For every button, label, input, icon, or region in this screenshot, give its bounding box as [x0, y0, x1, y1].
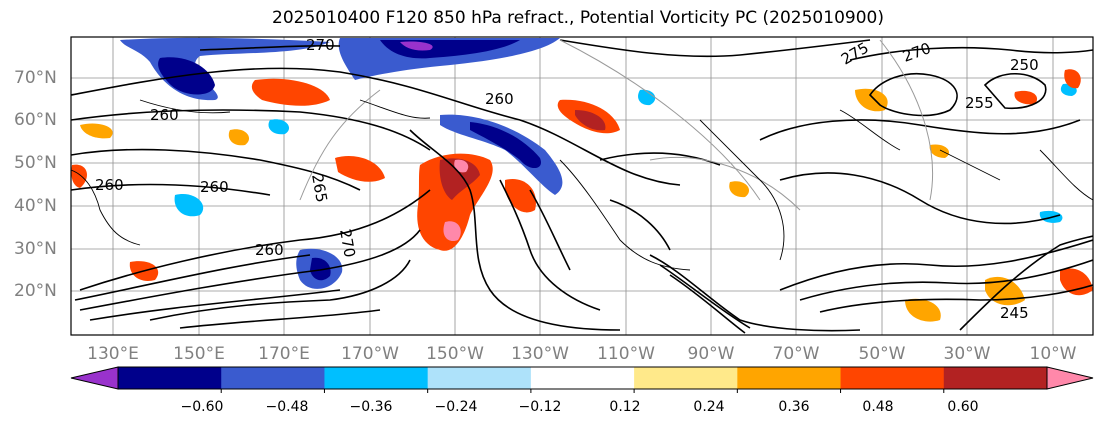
projection-arcs [299, 39, 933, 211]
lon-label: 170°E [258, 344, 310, 364]
lon-label: 150°E [173, 344, 225, 364]
negative-anomaly-areas [120, 37, 1077, 289]
colorbar-tick-label: 0.48 [862, 399, 894, 415]
lon-label: 70°W [772, 344, 820, 364]
lon-label: 150°W [426, 344, 484, 364]
colorbar-tick-label: −0.60 [180, 399, 224, 415]
contour-label: 250 [1010, 56, 1039, 74]
colorbar-box [118, 367, 222, 389]
lat-label: 70°N [14, 68, 57, 88]
lon-label: 10°W [1029, 344, 1077, 364]
colorbar-tick-label: −0.12 [518, 399, 562, 415]
lat-label: 50°N [14, 153, 57, 173]
contour-label: 270 [306, 36, 335, 54]
colorbar-tick-label: −0.36 [349, 399, 393, 415]
contour-label: 260 [255, 241, 284, 259]
colorbar-tick-label: −0.48 [265, 399, 309, 415]
colorbar-tick-label: 0.60 [947, 399, 979, 415]
contour-lines [71, 39, 1093, 334]
colorbar-extend-min [70, 366, 119, 390]
colorbar-box [324, 367, 429, 389]
contour-label: 260 [150, 106, 179, 124]
positive-anomaly-areas [71, 69, 1093, 322]
colorbar-box [943, 367, 1048, 389]
contour-label: 260 [485, 90, 514, 108]
colorbar-box [737, 367, 842, 389]
colorbar-box [840, 367, 945, 389]
colorbar-outline [117, 366, 1048, 390]
map-frame [70, 36, 1094, 336]
colorbar-box [221, 367, 325, 389]
lon-label: 170°W [341, 344, 399, 364]
lon-label: 30°W [943, 344, 991, 364]
colorbar-tick-label: 0.12 [609, 399, 641, 415]
colorbar-extend-max [1046, 366, 1094, 390]
contour-label: 260 [200, 178, 229, 196]
colorbar-box [530, 367, 635, 389]
lat-label: 30°N [14, 239, 57, 259]
lon-label: 130°E [87, 344, 139, 364]
contour-label: 245 [1000, 304, 1029, 322]
colorbar-tick-label: 0.36 [778, 399, 810, 415]
colorbar-box [427, 367, 532, 389]
lon-label: 110°W [597, 344, 655, 364]
contour-label: 255 [965, 94, 994, 112]
map-title: 2025010400 F120 850 hPa refract., Potent… [272, 8, 884, 28]
contour-label: 260 [95, 176, 124, 194]
contour-label: 265 [308, 173, 331, 204]
lon-label: 130°W [511, 344, 569, 364]
colorbar-tick-label: −0.24 [434, 399, 478, 415]
lat-label: 40°N [14, 196, 57, 216]
coastlines [71, 99, 1093, 271]
lat-label: 20°N [14, 281, 57, 301]
lat-label: 60°N [14, 110, 57, 130]
colorbar [70, 366, 1094, 393]
colorbar-box [634, 367, 738, 389]
map-content [71, 37, 1093, 335]
colorbar-tick-label: 0.24 [693, 399, 725, 415]
lon-label: 90°W [687, 344, 735, 364]
contour-label: 270 [336, 228, 359, 259]
lon-label: 50°W [858, 344, 906, 364]
